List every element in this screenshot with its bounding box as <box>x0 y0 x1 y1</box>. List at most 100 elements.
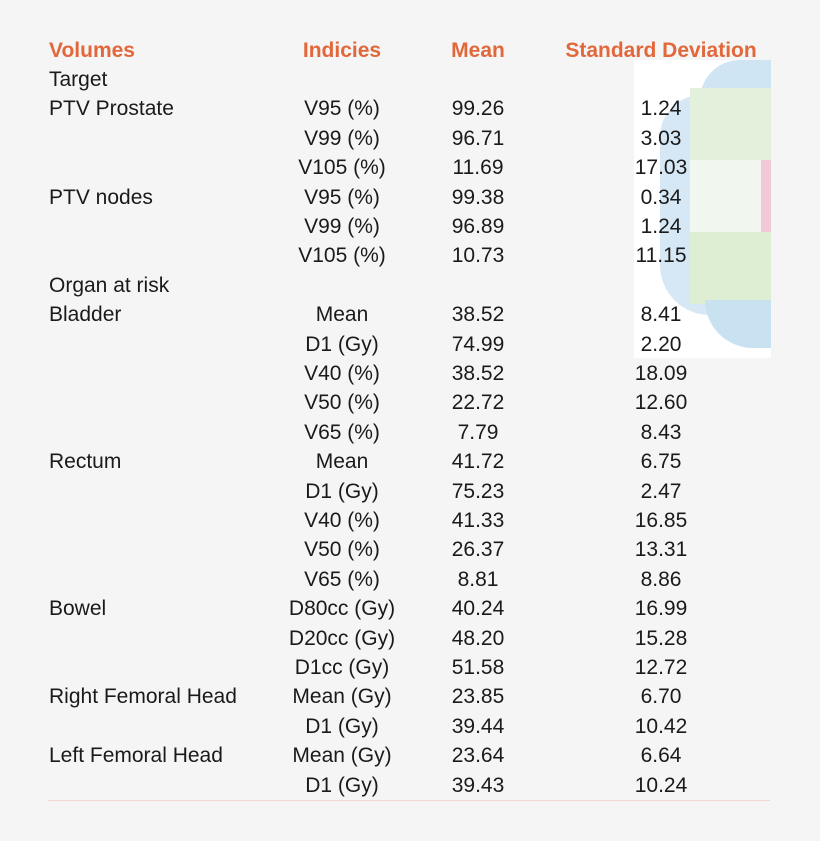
index-cell: V40 (%) <box>304 509 380 532</box>
index-cell: V50 (%) <box>304 391 380 415</box>
artifact-pale-middle <box>690 160 761 232</box>
sd-cell: 18.09 <box>634 362 688 385</box>
sd-cell: 2.47 <box>640 479 682 503</box>
sd-cell: 12.60 <box>634 391 688 415</box>
index-cell: V50 (%) <box>304 538 380 562</box>
sd-cell: 10.24 <box>634 773 688 797</box>
mean-cell: 48.20 <box>451 626 505 650</box>
table-row: V105 (%) 10.73 11.15 <box>0 241 820 270</box>
table-row: V65 (%) 7.79 8.43 <box>0 418 820 447</box>
sd-cell: 13.31 <box>634 538 688 562</box>
sd-cell: 1.24 <box>640 215 682 238</box>
table-row: Organ at risk <box>0 271 820 300</box>
mean-cell: 23.64 <box>451 744 505 768</box>
index-cell: V95 (%) <box>304 97 380 121</box>
sd-cell: 16.99 <box>634 597 688 621</box>
sd-cell: 1.24 <box>640 97 682 121</box>
mean-cell: 96.89 <box>451 215 505 238</box>
mean-cell: 11.69 <box>452 156 504 180</box>
mean-cell: 38.52 <box>451 303 505 327</box>
table-row: D1 (Gy) 39.44 10.42 <box>0 712 820 741</box>
header-volumes: Volumes <box>49 39 135 62</box>
table-row: PTV Prostate V95 (%) 99.26 1.24 <box>0 94 820 123</box>
mean-cell: 74.99 <box>451 332 505 356</box>
mean-cell: 41.33 <box>451 509 505 532</box>
index-cell: D1cc (Gy) <box>294 656 390 679</box>
sd-cell: 0.34 <box>640 185 682 209</box>
table-row: V50 (%) 26.37 13.31 <box>0 535 820 564</box>
volume-cell: Right Femoral Head <box>49 685 237 709</box>
index-cell: V95 (%) <box>304 185 380 209</box>
table-row: D1 (Gy) 74.99 2.20 <box>0 330 820 359</box>
sd-cell: 8.43 <box>640 420 682 444</box>
sd-cell: 10.42 <box>634 714 688 738</box>
sd-cell: 11.15 <box>635 244 687 268</box>
sd-cell: 3.03 <box>640 126 682 150</box>
mean-cell: 38.52 <box>451 362 505 385</box>
sd-cell: 2.20 <box>640 332 682 356</box>
index-cell: Mean <box>315 450 369 474</box>
sd-cell: 8.86 <box>640 567 682 591</box>
index-cell: V105 (%) <box>298 156 386 180</box>
table-row: V40 (%) 41.33 16.85 <box>0 506 820 535</box>
sd-cell: 12.72 <box>634 656 688 679</box>
mean-cell: 99.26 <box>451 97 505 121</box>
sd-cell: 17.03 <box>634 156 688 180</box>
table-row: D1cc (Gy) 51.58 12.72 <box>0 653 820 682</box>
index-cell: D1 (Gy) <box>305 332 379 356</box>
mean-cell: 8.81 <box>457 567 499 591</box>
index-cell: D80cc (Gy) <box>288 597 396 621</box>
mean-cell: 41.72 <box>451 450 505 474</box>
mean-cell: 10.73 <box>451 244 505 268</box>
index-cell: Mean (Gy) <box>292 744 392 768</box>
index-cell: Mean (Gy) <box>292 685 392 709</box>
artifact-green-top <box>690 88 771 160</box>
volume-cell: Rectum <box>49 450 122 474</box>
header-standard-deviation: Standard Deviation <box>565 39 757 62</box>
table-row: Bowel D80cc (Gy) 40.24 16.99 <box>0 594 820 623</box>
header-mean: Mean <box>451 39 505 62</box>
index-cell: V105 (%) <box>298 244 386 268</box>
mean-cell: 39.43 <box>451 773 505 797</box>
volume-cell: Bowel <box>49 597 107 621</box>
sd-cell: 6.64 <box>640 744 682 768</box>
table-row: PTV nodes V95 (%) 99.38 0.34 <box>0 183 820 212</box>
index-cell: V65 (%) <box>304 420 380 444</box>
mean-cell: 75.23 <box>451 479 505 503</box>
table-row: V50 (%) 22.72 12.60 <box>0 388 820 417</box>
table-row: V99 (%) 96.89 1.24 <box>0 212 820 241</box>
index-cell: D1 (Gy) <box>305 773 379 797</box>
index-cell: D20cc (Gy) <box>288 626 396 650</box>
index-cell: V40 (%) <box>304 362 380 385</box>
mean-cell: 23.85 <box>451 685 505 709</box>
mean-cell: 26.37 <box>451 538 505 562</box>
table-row: Right Femoral Head Mean (Gy) 23.85 6.70 <box>0 682 820 711</box>
sd-cell: 6.75 <box>640 450 682 474</box>
table-header: Volumes Indicies Mean Standard Deviation <box>0 36 820 65</box>
sd-cell: 16.85 <box>634 509 688 532</box>
table-row: D20cc (Gy) 48.20 15.28 <box>0 624 820 653</box>
table-row: V105 (%) 11.69 17.03 <box>0 153 820 182</box>
mean-cell: 40.24 <box>451 597 505 621</box>
artifact-green-bottom <box>690 232 771 304</box>
volume-cell: Target <box>49 68 108 91</box>
mean-cell: 96.71 <box>451 126 505 150</box>
table-row: V65 (%) 8.81 8.86 <box>0 565 820 594</box>
mean-cell: 99.38 <box>451 185 505 209</box>
index-cell: D1 (Gy) <box>305 479 379 503</box>
index-cell: V65 (%) <box>304 567 380 591</box>
sd-cell: 6.70 <box>640 685 682 709</box>
index-cell: D1 (Gy) <box>305 714 379 738</box>
index-cell: Mean <box>315 303 369 327</box>
index-cell: V99 (%) <box>304 215 380 238</box>
volume-cell: Bladder <box>49 303 122 327</box>
mean-cell: 22.72 <box>451 391 505 415</box>
volume-cell: Organ at risk <box>49 273 170 297</box>
volume-cell: PTV Prostate <box>49 97 174 121</box>
mean-cell: 7.79 <box>457 420 499 444</box>
table-row: Rectum Mean 41.72 6.75 <box>0 447 820 476</box>
sd-cell: 15.28 <box>634 626 688 650</box>
mean-cell: 51.58 <box>451 656 505 679</box>
table-row: Target <box>0 65 820 94</box>
table-row: V40 (%) 38.52 18.09 <box>0 359 820 388</box>
